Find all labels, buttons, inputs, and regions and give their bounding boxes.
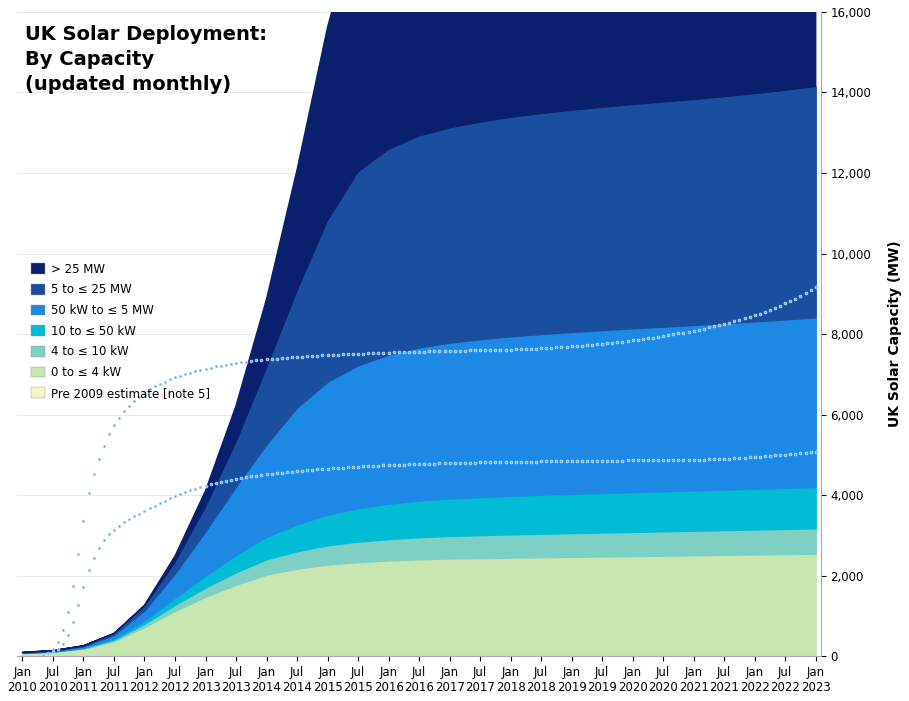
Y-axis label: UK Solar Capacity (MW): UK Solar Capacity (MW): [888, 241, 902, 428]
Text: UK Solar Deployment:
By Capacity
(updated monthly): UK Solar Deployment: By Capacity (update…: [25, 25, 267, 94]
Legend: > 25 MW, 5 to ≤ 25 MW, 50 kW to ≤ 5 MW, 10 to ≤ 50 kW, 4 to ≤ 10 kW, 0 to ≤ 4 kW: > 25 MW, 5 to ≤ 25 MW, 50 kW to ≤ 5 MW, …: [31, 263, 210, 400]
